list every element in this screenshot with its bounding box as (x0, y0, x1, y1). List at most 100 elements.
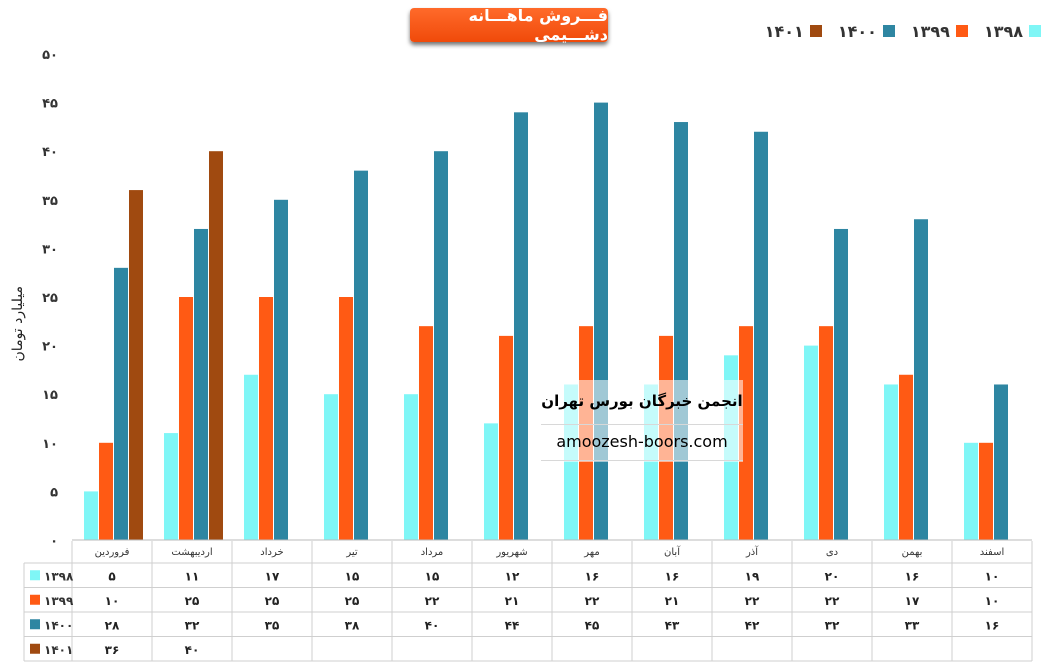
table-cell-value: ۱۲ (505, 569, 520, 583)
bar (194, 228, 208, 540)
y-tick-label: ۵۰ (42, 48, 58, 63)
y-tick-label: ۴۵ (42, 97, 58, 112)
table-cell-value: ۱۶ (665, 569, 680, 583)
bar (834, 228, 848, 540)
x-tick-label: مهر (583, 547, 599, 558)
chart-legend: ۱۴۰۱ ۱۴۰۰ ۱۳۹۹ ۱۳۹۸ (765, 20, 1041, 42)
legend-item: ۱۳۹۸ (984, 22, 1041, 41)
legend-swatch (955, 25, 968, 37)
table-cell-value: ۱۵ (425, 569, 440, 583)
table-cell-value: ۳۵ (265, 618, 280, 632)
table-cell-value: ۴۰ (185, 643, 200, 657)
bar (804, 345, 818, 540)
table-cell-value: ۱۱ (185, 569, 200, 583)
table-cell-value: ۲۵ (265, 594, 280, 608)
table-legend-key (30, 570, 40, 581)
watermark-divider (541, 424, 743, 425)
table-series-name: ۱۴۰۰ (44, 618, 73, 632)
bar (484, 423, 498, 540)
y-tick-label: ۰ (50, 534, 58, 549)
watermark-divider-bottom (541, 460, 743, 461)
bar (754, 131, 768, 540)
legend-label: ۱۴۰۱ (764, 21, 804, 41)
table-cell-value: ۲۰ (825, 569, 840, 583)
bar (884, 384, 898, 540)
y-tick-label: ۱۰ (42, 437, 58, 452)
table-cell-value: ۱۷ (905, 594, 920, 608)
bar (354, 170, 368, 540)
table-cell-value: ۵ (108, 569, 115, 583)
table-cell-value: ۴۲ (745, 618, 760, 632)
table-cell-value: ۲۲ (585, 594, 600, 608)
bar (739, 326, 753, 540)
bar (594, 102, 608, 540)
bar (114, 267, 128, 540)
watermark-url: amoozesh-boors.com (556, 432, 728, 451)
x-tick-label: آبان (664, 545, 681, 558)
table-cell-value: ۱۷ (265, 569, 280, 583)
legend-label: ۱۳۹۹ (910, 21, 950, 41)
bar (914, 219, 928, 541)
table-cell-value: ۴۴ (505, 618, 520, 632)
table-legend-key (30, 594, 40, 605)
table-cell-value: ۴۳ (665, 618, 680, 632)
bar (244, 374, 258, 540)
bar (259, 297, 273, 540)
table-cell-value: ۱۵ (345, 569, 360, 583)
y-tick-label: ۳۰ (42, 242, 58, 257)
legend-swatch (882, 25, 895, 37)
table-cell-value: ۲۱ (505, 594, 520, 608)
table-cell-value: ۲۲ (425, 594, 440, 608)
bar (129, 190, 143, 540)
x-tick-label: خرداد (260, 547, 283, 558)
x-tick-label: بهمن (902, 547, 923, 558)
chart-title: فـــروش ماهـــانه دشـــیمی (410, 6, 608, 44)
table-series-name: ۱۴۰۱ (44, 643, 73, 657)
bar (419, 326, 433, 540)
watermark: انجمن خبرگان بورس تهران amoozesh-boors.c… (541, 380, 743, 462)
table-cell-value: ۳۲ (825, 618, 840, 632)
bar (819, 326, 833, 540)
legend-swatch (809, 25, 822, 37)
table-cell-value: ۴۰ (425, 618, 440, 632)
data-table: فروردین اردیبهشت خرداد تیر مرداد شهریور مهر آبا… (23, 539, 1033, 662)
table-legend-key (30, 643, 40, 654)
x-tick-label: اردیبهشت (171, 547, 212, 558)
y-tick-label: ۵ (50, 485, 58, 500)
legend-item: ۱۳۹۹ (911, 22, 968, 41)
x-tick-label: آذر (745, 545, 759, 558)
table-cell-value: ۱۹ (745, 569, 760, 583)
bar (324, 394, 338, 540)
bar (84, 491, 98, 540)
bar (964, 442, 978, 540)
table-series-name: ۱۳۹۸ (44, 569, 74, 583)
table-cell-value: ۱۶ (985, 618, 1000, 632)
y-tick-label: ۳۵ (42, 194, 58, 209)
x-tick-label: تیر (345, 547, 358, 558)
bar (674, 122, 688, 540)
bar (99, 442, 113, 540)
bar (499, 335, 513, 540)
table-cell-value: ۲۲ (745, 594, 760, 608)
x-tick-label: مرداد (421, 547, 444, 558)
bar (514, 112, 528, 540)
table-cell-value: ۲۱ (665, 594, 680, 608)
bar (274, 199, 288, 541)
table-cell-value: ۳۸ (345, 618, 360, 632)
legend-label: ۱۴۰۰ (837, 21, 877, 41)
watermark-title: انجمن خبرگان بورس تهران (541, 392, 743, 410)
table-cell-value: ۱۰ (985, 569, 1000, 583)
y-tick-label: ۴۰ (42, 145, 58, 160)
legend-item: ۱۴۰۱ (765, 22, 822, 41)
table-cell-value: ۲۵ (345, 594, 360, 608)
table-cell-value: ۲۲ (825, 594, 840, 608)
table-legend-key (30, 619, 40, 630)
y-tick-label: ۲۰ (42, 340, 58, 355)
x-tick-label: شهریور (495, 547, 527, 558)
bar (899, 374, 913, 540)
bar (164, 433, 178, 540)
table-cell-value: ۱۶ (905, 569, 920, 583)
bar (179, 297, 193, 540)
table-cell-value: ۳۲ (185, 618, 200, 632)
bar (339, 297, 353, 540)
